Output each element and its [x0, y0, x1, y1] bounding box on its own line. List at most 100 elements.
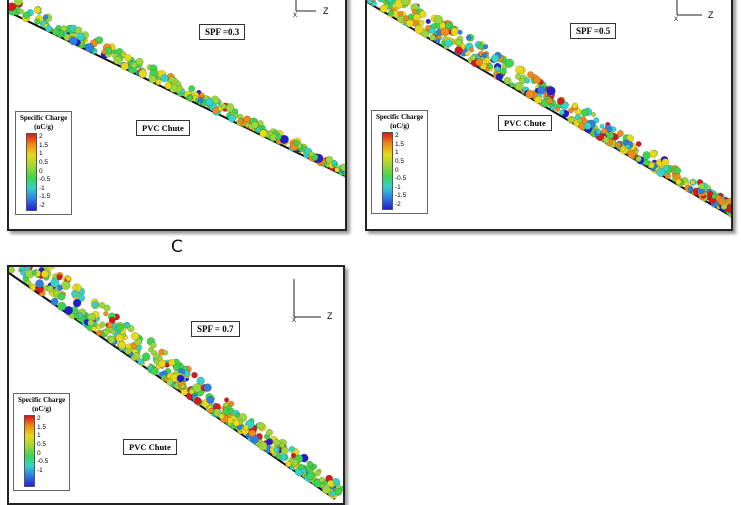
legend-tick: 2	[37, 415, 48, 424]
legend-color-bar	[382, 132, 393, 209]
particle	[249, 430, 256, 437]
legend-tick: -2	[395, 201, 406, 210]
particle	[104, 329, 110, 335]
particle	[99, 302, 105, 308]
particle	[139, 70, 147, 78]
particle	[482, 53, 487, 58]
legend-title: Specific Charge	[376, 113, 423, 122]
particle	[62, 281, 71, 290]
particle	[584, 122, 591, 129]
particle	[73, 299, 81, 307]
particle	[301, 468, 306, 473]
particle	[445, 39, 453, 47]
chute-label: PVC Chute	[123, 439, 177, 455]
particle	[505, 59, 514, 68]
particle	[92, 301, 98, 307]
legend-tick: 0	[39, 168, 50, 177]
particle	[307, 472, 315, 480]
simulation-panel-a: Z X SPF =0.3 PVC Chute Specific Charge (…	[7, 0, 347, 231]
particle	[691, 180, 696, 185]
particle	[163, 350, 168, 355]
particle	[274, 447, 280, 453]
legend-title: Specific Charge	[20, 114, 67, 123]
spf-label: SPF = 0.7	[191, 321, 240, 337]
legend-tick: -2	[39, 202, 50, 211]
legend-ticks: 2 1.5 1 0.5 0 -0.5 -1 -1.5 -2	[395, 132, 406, 209]
particle	[9, 267, 15, 273]
particle	[267, 439, 273, 445]
particle	[187, 96, 192, 101]
particle	[515, 74, 521, 80]
particle	[466, 35, 471, 40]
particle	[102, 50, 107, 55]
particle	[451, 28, 459, 36]
particle	[92, 326, 97, 331]
particle	[607, 132, 614, 139]
particle	[276, 134, 282, 140]
particle	[209, 408, 214, 413]
particle	[133, 352, 140, 359]
particle	[34, 19, 40, 25]
particle	[96, 330, 102, 336]
particle	[260, 130, 268, 138]
particle	[207, 396, 215, 404]
legend-tick: 2	[395, 132, 406, 141]
particle	[319, 477, 325, 483]
particle	[154, 353, 160, 359]
legend-tick: 1	[395, 149, 406, 158]
particle	[116, 334, 124, 342]
particle	[559, 110, 564, 115]
particle	[169, 77, 175, 83]
simulation-panel-b: Z X SPF =0.5 PVC Chute Specific Charge (…	[365, 0, 733, 231]
particle	[628, 150, 636, 158]
particle	[289, 446, 295, 452]
particle	[177, 375, 184, 382]
particle	[436, 39, 441, 44]
particle	[537, 86, 545, 94]
legend-ticks: 2 1.5 1 0.5 0 -0.5 -1 -1.5 -2	[39, 133, 50, 210]
axis-z-label: Z	[708, 10, 714, 20]
particle	[114, 56, 122, 64]
particle	[71, 290, 78, 297]
particle	[458, 30, 463, 35]
particle	[161, 74, 169, 82]
particle	[484, 57, 490, 63]
particle	[445, 22, 452, 29]
particle	[32, 271, 37, 276]
particle	[108, 336, 115, 343]
particle	[455, 46, 463, 54]
particle	[335, 167, 340, 172]
particle	[430, 35, 436, 41]
particle	[578, 119, 582, 123]
legend-unit: (nC/g)	[376, 122, 423, 131]
particle	[662, 159, 669, 166]
particle	[456, 39, 463, 46]
particle	[526, 90, 535, 99]
particle	[510, 83, 515, 88]
particle	[69, 37, 77, 45]
legend-unit: (nC/g)	[18, 405, 65, 414]
particle	[23, 12, 30, 19]
particle	[688, 187, 693, 192]
particle	[21, 270, 26, 275]
particle	[227, 405, 232, 410]
particle	[572, 103, 578, 109]
particle	[404, 16, 409, 21]
axis-triad	[296, 0, 316, 11]
particle	[596, 129, 601, 134]
particle	[555, 107, 560, 112]
particle	[43, 15, 48, 20]
particle	[100, 322, 106, 328]
particle	[219, 414, 224, 419]
particle	[335, 488, 342, 495]
particle	[221, 104, 226, 109]
legend-tick: 0	[395, 167, 406, 176]
particle	[274, 439, 281, 446]
particle	[204, 384, 212, 392]
axis-triad	[677, 0, 702, 15]
particle	[292, 459, 298, 465]
simulation-panel-c: Z X SPF = 0.7 PVC Chute Specific Charge …	[7, 265, 345, 505]
legend-tick: 1.5	[395, 141, 406, 150]
particle	[520, 78, 525, 83]
charge-legend: Specific Charge (nC/g) 2 1.5 1 0.5 0 -0.…	[371, 110, 428, 214]
